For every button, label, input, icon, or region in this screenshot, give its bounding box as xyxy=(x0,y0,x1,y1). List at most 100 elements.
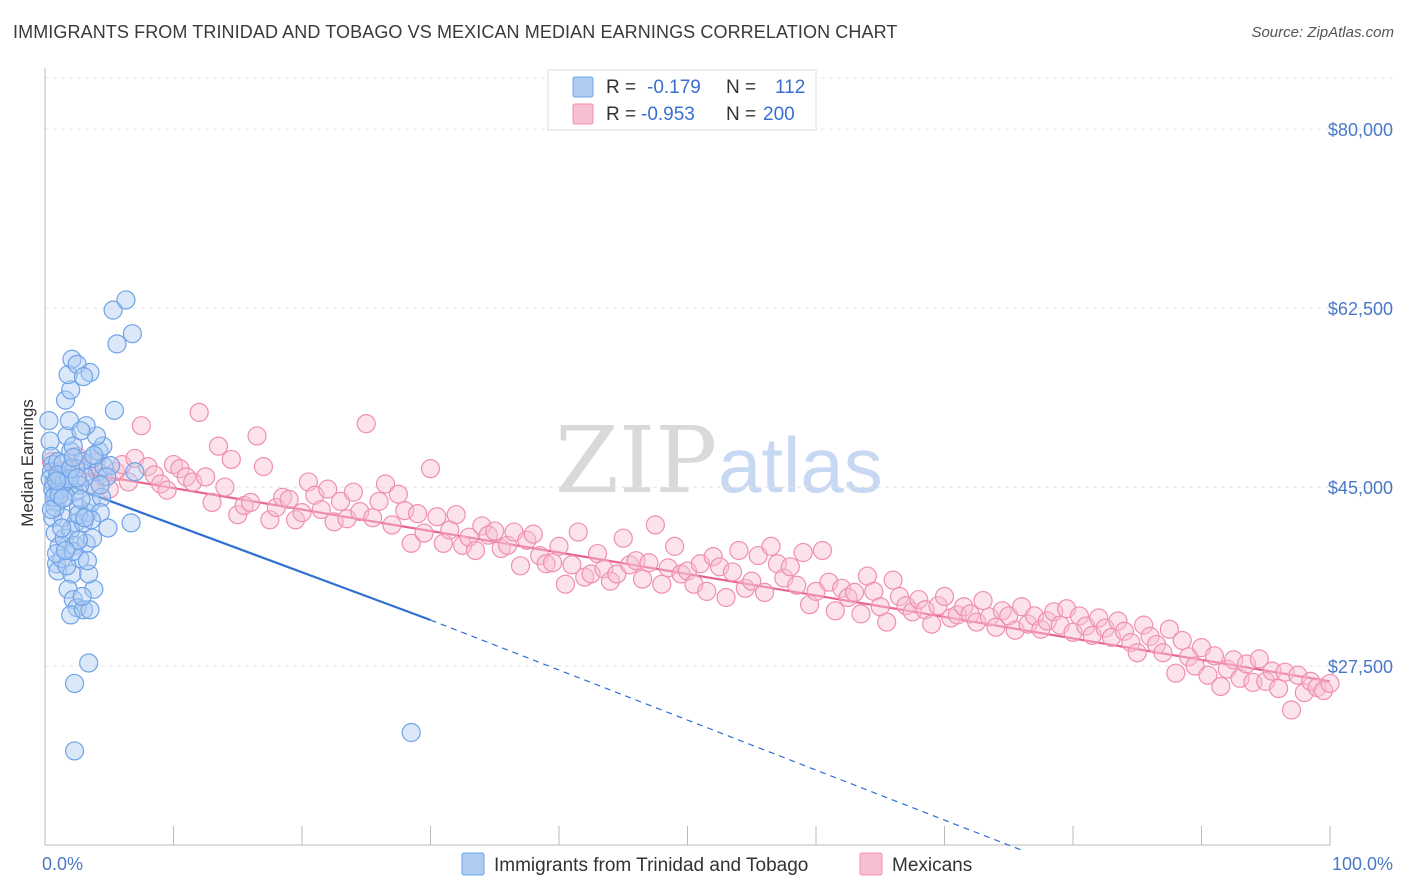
mexican-point xyxy=(915,600,935,620)
y-tick-label: $62,500 xyxy=(1328,299,1393,319)
trinidad-point xyxy=(75,508,95,528)
trinidad-point xyxy=(55,390,76,410)
mexican-point xyxy=(1204,646,1224,666)
mexican-point xyxy=(99,479,119,499)
mexican-point xyxy=(1121,632,1141,653)
legend-swatch-blue xyxy=(572,76,594,98)
legend-r-label-1: R = xyxy=(606,77,636,98)
mexican-point xyxy=(1108,611,1128,631)
mexican-point xyxy=(787,575,807,595)
x-tick-label-min: 0.0% xyxy=(42,854,83,874)
mexican-point xyxy=(375,474,396,494)
mexican-point xyxy=(697,581,717,601)
mexican-point xyxy=(1236,654,1257,674)
trinidad-point xyxy=(98,518,118,538)
mexican-point xyxy=(844,582,865,603)
trinidad-point xyxy=(43,454,63,475)
mexican-point xyxy=(189,402,209,423)
trinidad-point xyxy=(55,540,76,561)
chart-title: IMMIGRANTS FROM TRINIDAD AND TOBAGO VS M… xyxy=(13,22,898,42)
mexican-point xyxy=(1114,621,1135,641)
legend-n-label-2: N = xyxy=(726,104,756,125)
mexican-point xyxy=(208,436,229,456)
mexican-point xyxy=(131,416,151,436)
mexican-point xyxy=(1166,663,1186,683)
trinidad-point xyxy=(64,673,85,694)
mexican-point xyxy=(600,571,621,591)
mexican-point xyxy=(967,612,987,632)
y-axis-title: Median Earnings xyxy=(18,399,37,527)
mexican-point xyxy=(973,590,993,611)
mexican-point xyxy=(176,467,196,487)
mexican-point xyxy=(703,547,723,567)
mexican-point xyxy=(825,601,845,621)
mexican-point xyxy=(581,564,601,584)
mexican-point xyxy=(196,467,216,487)
trinidad-point xyxy=(61,380,81,400)
trinidad-point xyxy=(125,462,145,482)
mexican-point xyxy=(851,604,871,624)
mexican-point xyxy=(780,557,800,577)
trinidad-point xyxy=(52,518,72,538)
mexican-point xyxy=(639,553,659,573)
mexicans-points xyxy=(41,402,1340,720)
mexican-point xyxy=(1294,683,1314,703)
trinidad-point xyxy=(122,324,142,344)
trinidad-point xyxy=(68,530,89,550)
mexican-point xyxy=(812,540,833,561)
mexican-point xyxy=(1281,700,1302,720)
mexican-point xyxy=(645,515,665,535)
legend-n-value-1: 112 xyxy=(775,77,805,98)
watermark: ZIP atlas xyxy=(555,407,883,514)
trinidad-point xyxy=(79,653,99,673)
mexican-point xyxy=(1159,619,1179,639)
trinidad-point xyxy=(57,426,77,446)
mexican-point xyxy=(613,528,633,548)
mexican-point xyxy=(754,582,775,603)
trinidad-point xyxy=(67,468,87,488)
trinidad-point xyxy=(100,455,121,476)
mexican-point xyxy=(382,515,402,535)
mexican-point xyxy=(279,489,299,509)
mexican-point xyxy=(742,571,762,591)
bottom-legend: Immigrants from Trinidad and Tobago Mexi… xyxy=(461,852,972,876)
mexican-point xyxy=(485,521,505,541)
mexican-point xyxy=(1134,615,1154,635)
mexican-point xyxy=(408,504,428,524)
trinidad-point xyxy=(61,605,81,625)
y-tick-label: $27,500 xyxy=(1328,657,1393,677)
mexican-point xyxy=(992,601,1012,621)
mexican-point xyxy=(555,574,576,594)
trinidad-points xyxy=(39,290,421,761)
bottom-legend-label-trinidad: Immigrants from Trinidad and Tobago xyxy=(494,855,808,876)
watermark-zip: ZIP xyxy=(555,407,717,514)
mexican-point xyxy=(1320,673,1340,694)
mexican-point xyxy=(1268,678,1289,699)
mexican-point xyxy=(722,562,743,582)
mexican-point xyxy=(838,587,858,608)
mexican-point xyxy=(118,472,139,492)
bottom-legend-swatch-blue xyxy=(461,852,485,876)
trinidad-point xyxy=(63,436,83,456)
mexican-point xyxy=(1313,680,1334,701)
mexican-point xyxy=(292,503,312,523)
mexican-point xyxy=(793,542,813,563)
legend-r-value-2: -0.953 xyxy=(641,104,695,125)
trinidad-point xyxy=(70,475,90,495)
mexican-point xyxy=(1230,668,1250,688)
mexican-point xyxy=(260,510,280,530)
trinidad-point xyxy=(39,410,59,431)
mexican-point xyxy=(420,459,441,479)
mexican-point xyxy=(221,449,241,470)
trinidad-trend-extension xyxy=(430,619,1022,851)
trinidad-point xyxy=(104,400,124,420)
mexican-point xyxy=(986,617,1006,637)
mexican-point xyxy=(536,554,556,574)
mexican-point xyxy=(253,457,274,477)
trinidad-point xyxy=(73,367,94,387)
mexican-point xyxy=(562,555,582,575)
mexican-point xyxy=(883,570,903,590)
mexican-point xyxy=(343,482,363,502)
trinidad-point xyxy=(84,445,104,465)
mexican-point xyxy=(909,589,929,610)
